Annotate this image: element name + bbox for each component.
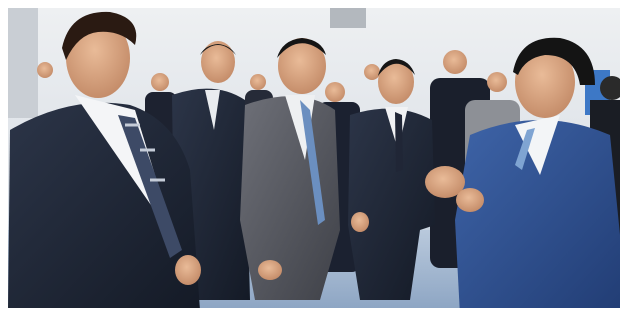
scene [8,8,628,315]
ceiling-fixture [330,8,366,28]
person-head [600,76,624,100]
hand [175,255,201,285]
face [201,41,235,83]
person-head [151,73,169,91]
person-head [325,82,345,102]
person-head [37,62,53,78]
person-head [364,64,380,80]
left-panel [8,8,38,118]
photo [0,0,628,315]
person-head [250,74,266,90]
person-head [443,50,467,74]
hand [351,212,369,232]
page: (() => { const data = JSON.parse(documen… [0,0,628,315]
tie [395,112,403,172]
hand [456,188,484,212]
suit [240,96,340,300]
hand [258,260,282,280]
person-head [487,72,507,92]
